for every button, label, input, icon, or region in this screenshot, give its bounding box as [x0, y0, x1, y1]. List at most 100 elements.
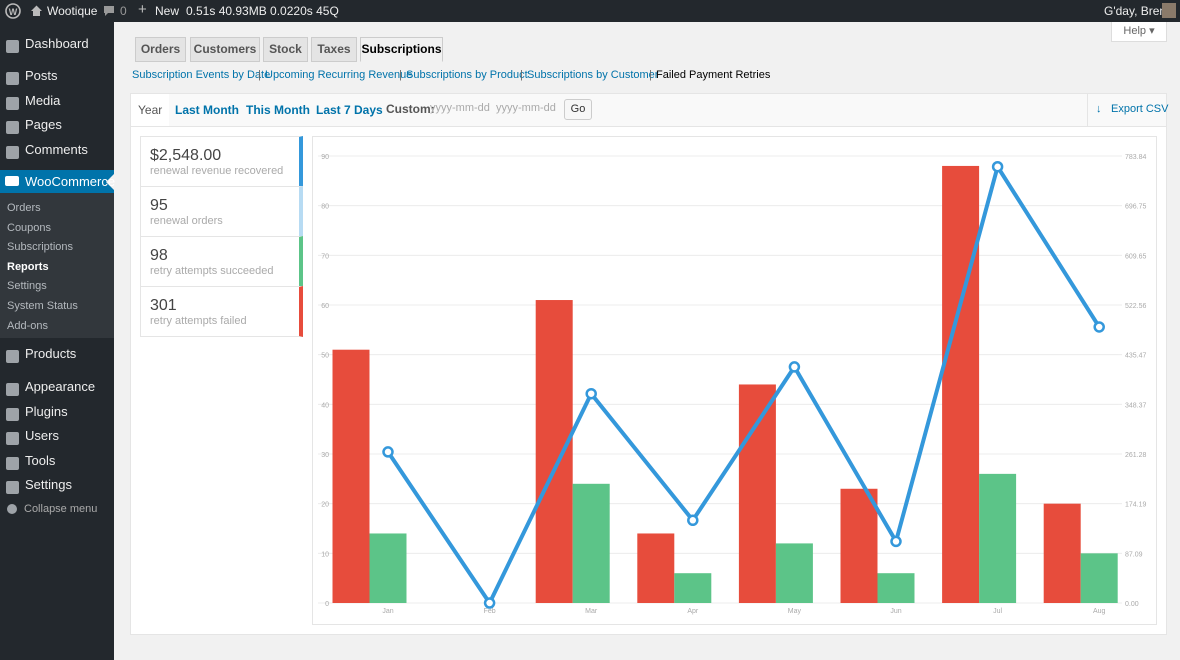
site-name[interactable]: Wootique [47, 4, 98, 18]
x-tick-label: Aug [1093, 608, 1106, 615]
bar [1080, 553, 1118, 603]
line-point [382, 446, 394, 458]
line-point [991, 160, 1004, 173]
menu-item[interactable]: Users [25, 428, 59, 443]
separator: | [520, 69, 523, 81]
submenu-item[interactable]: Orders [7, 202, 41, 214]
range-tab[interactable]: This Month [246, 103, 310, 117]
report-tab[interactable]: Stock [263, 37, 308, 62]
menu-item[interactable]: Products [25, 346, 77, 361]
submenu-item[interactable]: Reports [7, 260, 49, 273]
menu-item[interactable]: Media [25, 93, 61, 108]
line-point [585, 387, 597, 400]
menu-icon [6, 72, 19, 85]
range-tab[interactable]: Year [131, 94, 170, 126]
report-tab[interactable]: Subscriptions [360, 37, 443, 62]
svg-text:W: W [9, 7, 18, 17]
plus-icon: + [138, 1, 147, 18]
divider [1087, 94, 1089, 126]
bar [572, 483, 610, 603]
subnav-link[interactable]: Subscriptions by Product [406, 69, 528, 81]
separator: | [649, 69, 652, 81]
range-bar [131, 94, 1166, 127]
collapse-icon [7, 504, 17, 514]
summary-value: $2,548.00 [150, 147, 222, 164]
y2-tick-label: 261.28 [1125, 452, 1147, 459]
menu-icon [6, 408, 19, 421]
summary-value: 98 [150, 247, 168, 264]
help-button[interactable]: Help ▾ [1111, 22, 1167, 42]
separator: | [399, 69, 402, 81]
greeting[interactable]: G'day, Brent [1104, 4, 1170, 18]
line-point [483, 597, 496, 609]
bar [942, 165, 980, 603]
y2-tick-label: 348.37 [1125, 402, 1147, 409]
menu-item[interactable]: Appearance [25, 379, 96, 394]
menu-item[interactable]: Posts [25, 68, 58, 83]
range-tab[interactable]: Last 7 Days [316, 103, 383, 117]
report-tab[interactable]: Orders [135, 37, 186, 62]
submenu-item[interactable]: Add-ons [7, 319, 48, 332]
menu-icon [6, 350, 19, 363]
bar [775, 543, 813, 603]
menu-icon [6, 40, 19, 53]
submenu-item[interactable]: Subscriptions [7, 241, 74, 254]
menu-icon [6, 97, 19, 110]
submenu-item[interactable]: Coupons [7, 221, 52, 234]
y-tick-label: 90 [321, 154, 329, 161]
comment-icon [104, 6, 114, 16]
x-tick-label: Feb [484, 608, 496, 615]
new-link[interactable]: New [155, 4, 180, 18]
wp-logo[interactable]: W [5, 3, 21, 19]
bar [979, 473, 1017, 603]
subnav-link[interactable]: Upcoming Recurring Revenue [265, 69, 413, 81]
query-stats[interactable]: 0.51s 40.93MB 0.0220s 45Q [186, 4, 339, 18]
menu-item[interactable]: Tools [25, 453, 56, 468]
submenu-item[interactable]: System Status [7, 300, 78, 312]
line-point [1093, 321, 1105, 333]
menu-item[interactable]: Pages [25, 117, 62, 132]
y-tick-label: 80 [321, 204, 329, 211]
menu-item[interactable]: Plugins [25, 404, 68, 419]
menu-item[interactable]: Settings [25, 477, 72, 492]
report-tab[interactable]: Taxes [311, 37, 357, 62]
summary-value: 95 [150, 197, 168, 214]
menu-current-bg [0, 170, 114, 193]
y2-tick-label: 696.75 [1125, 204, 1147, 211]
summary-box: 95 renewal orders [140, 186, 303, 237]
export-icon: ↓ [1096, 103, 1102, 115]
go-button[interactable]: Go [564, 99, 592, 120]
menu-item[interactable]: WooCommerce [25, 174, 116, 189]
x-tick-label: Jun [890, 608, 901, 615]
menu-icon [6, 383, 19, 396]
avatar[interactable] [1162, 3, 1176, 18]
chart: 0 10 20 30 40 50 60 70 80 90 0.00 87.09 174.19 261.28… [318, 154, 1147, 615]
y-tick-label: 20 [321, 502, 329, 509]
menu-item[interactable]: Dashboard [25, 36, 89, 51]
summary-label: retry attempts succeeded [150, 265, 274, 277]
separator: | [258, 69, 261, 81]
submenu-item[interactable]: Settings [7, 280, 47, 293]
date-from[interactable]: yyyy-mm-dd [430, 102, 490, 114]
menu-icon [6, 481, 19, 494]
y-tick-label: 70 [321, 253, 329, 260]
collapse-menu[interactable]: Collapse menu [24, 503, 98, 515]
summary-box: $2,548.00 renewal revenue recovered [140, 136, 303, 187]
report-tab[interactable]: Customers [190, 37, 260, 62]
y2-tick-label: 435.47 [1125, 353, 1147, 360]
sidebar: Dashboard Posts Media Pages Comments WooComme… [0, 22, 116, 660]
menu-item[interactable]: Comments [25, 142, 88, 157]
line-point [788, 361, 801, 373]
x-tick-label: Apr [687, 608, 699, 615]
export-csv[interactable]: Export CSV [1111, 103, 1169, 115]
y-tick-label: 10 [321, 551, 329, 558]
date-to[interactable]: yyyy-mm-dd [496, 102, 556, 114]
range-tab[interactable]: Last Month [175, 103, 239, 117]
subnav-link[interactable]: Subscription Events by Date [132, 69, 271, 81]
comment-count[interactable]: 0 [120, 4, 127, 18]
submenu-bg [0, 193, 114, 338]
summary-box: 301 retry attempts failed [140, 286, 303, 337]
subnav-link[interactable]: Subscriptions by Customer [527, 69, 659, 81]
bar [637, 533, 675, 603]
